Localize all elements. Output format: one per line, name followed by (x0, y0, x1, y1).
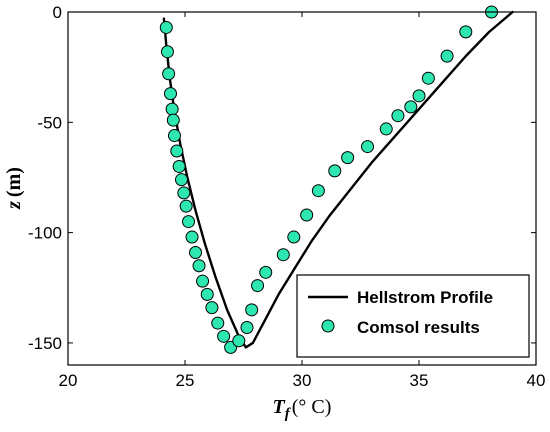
comsol-point (361, 140, 375, 154)
comsol-point (159, 20, 173, 34)
x-tick-label: 20 (59, 371, 78, 390)
comsol-point (165, 102, 179, 116)
x-axis-label-unit: (° C) (292, 396, 332, 418)
comsol-point (160, 45, 174, 59)
x-axis-label-main: T (273, 396, 286, 418)
y-axis-label-main: z (3, 201, 25, 210)
legend-line-label: Hellstrom Profile (357, 288, 493, 307)
comsol-point (189, 245, 203, 259)
comsol-point (259, 265, 273, 279)
comsol-point (232, 334, 246, 348)
comsol-point (459, 25, 473, 39)
comsol-point (217, 329, 231, 343)
legend-box (296, 274, 530, 358)
y-axis-label-unit: (m) (3, 167, 25, 197)
x-tick-label: 35 (410, 371, 429, 390)
comsol-point (311, 184, 325, 198)
comsol-point (182, 215, 196, 229)
comsol-point (200, 287, 214, 301)
comsol-point (412, 89, 426, 103)
x-axis-label: Tf (° C) (273, 396, 332, 422)
comsol-point (167, 129, 181, 143)
comsol-point (421, 71, 435, 85)
comsol-point (240, 320, 254, 334)
y-axis-label: z (m) (3, 167, 25, 210)
comsol-point (341, 151, 355, 165)
comsol-point (170, 144, 184, 158)
comsol-point (300, 208, 314, 222)
y-tick-label: -100 (28, 224, 62, 243)
comsol-point (162, 67, 176, 81)
comsol-point (276, 248, 290, 262)
x-tick-label: 25 (176, 371, 195, 390)
comsol-point (185, 230, 199, 244)
comsol-point (391, 109, 405, 123)
comsol-point (196, 274, 210, 288)
y-tick-label: 0 (53, 3, 62, 22)
marker-layer (159, 5, 522, 354)
comsol-point (177, 186, 191, 200)
comsol-point (404, 100, 418, 114)
comsol-point (379, 122, 393, 136)
tick-layer: 20 25 30 35 40 0 -50 -100 -150 (28, 3, 545, 390)
y-tick-label: -50 (37, 113, 62, 132)
comsol-point (174, 173, 188, 187)
legend-marker-swatch (321, 319, 335, 333)
x-axis-label-sub: f (285, 406, 292, 422)
comsol-point (166, 113, 180, 127)
comsol-point (251, 279, 265, 293)
legend-marker-label: Comsol results (357, 318, 480, 337)
legend: Hellstrom Profile Comsol results (296, 274, 530, 358)
x-tick-label: 30 (293, 371, 312, 390)
comsol-point (179, 199, 193, 213)
comsol-point (163, 87, 177, 101)
comsol-point (328, 164, 342, 178)
comsol-point (440, 49, 454, 63)
x-tick-label: 40 (527, 371, 546, 390)
comsol-point (245, 303, 259, 317)
comsol-point (172, 159, 186, 173)
comsol-point (205, 301, 219, 315)
comsol-point (192, 259, 206, 273)
comsol-point (211, 316, 225, 330)
y-tick-label: -150 (28, 334, 62, 353)
comsol-point (287, 230, 301, 244)
